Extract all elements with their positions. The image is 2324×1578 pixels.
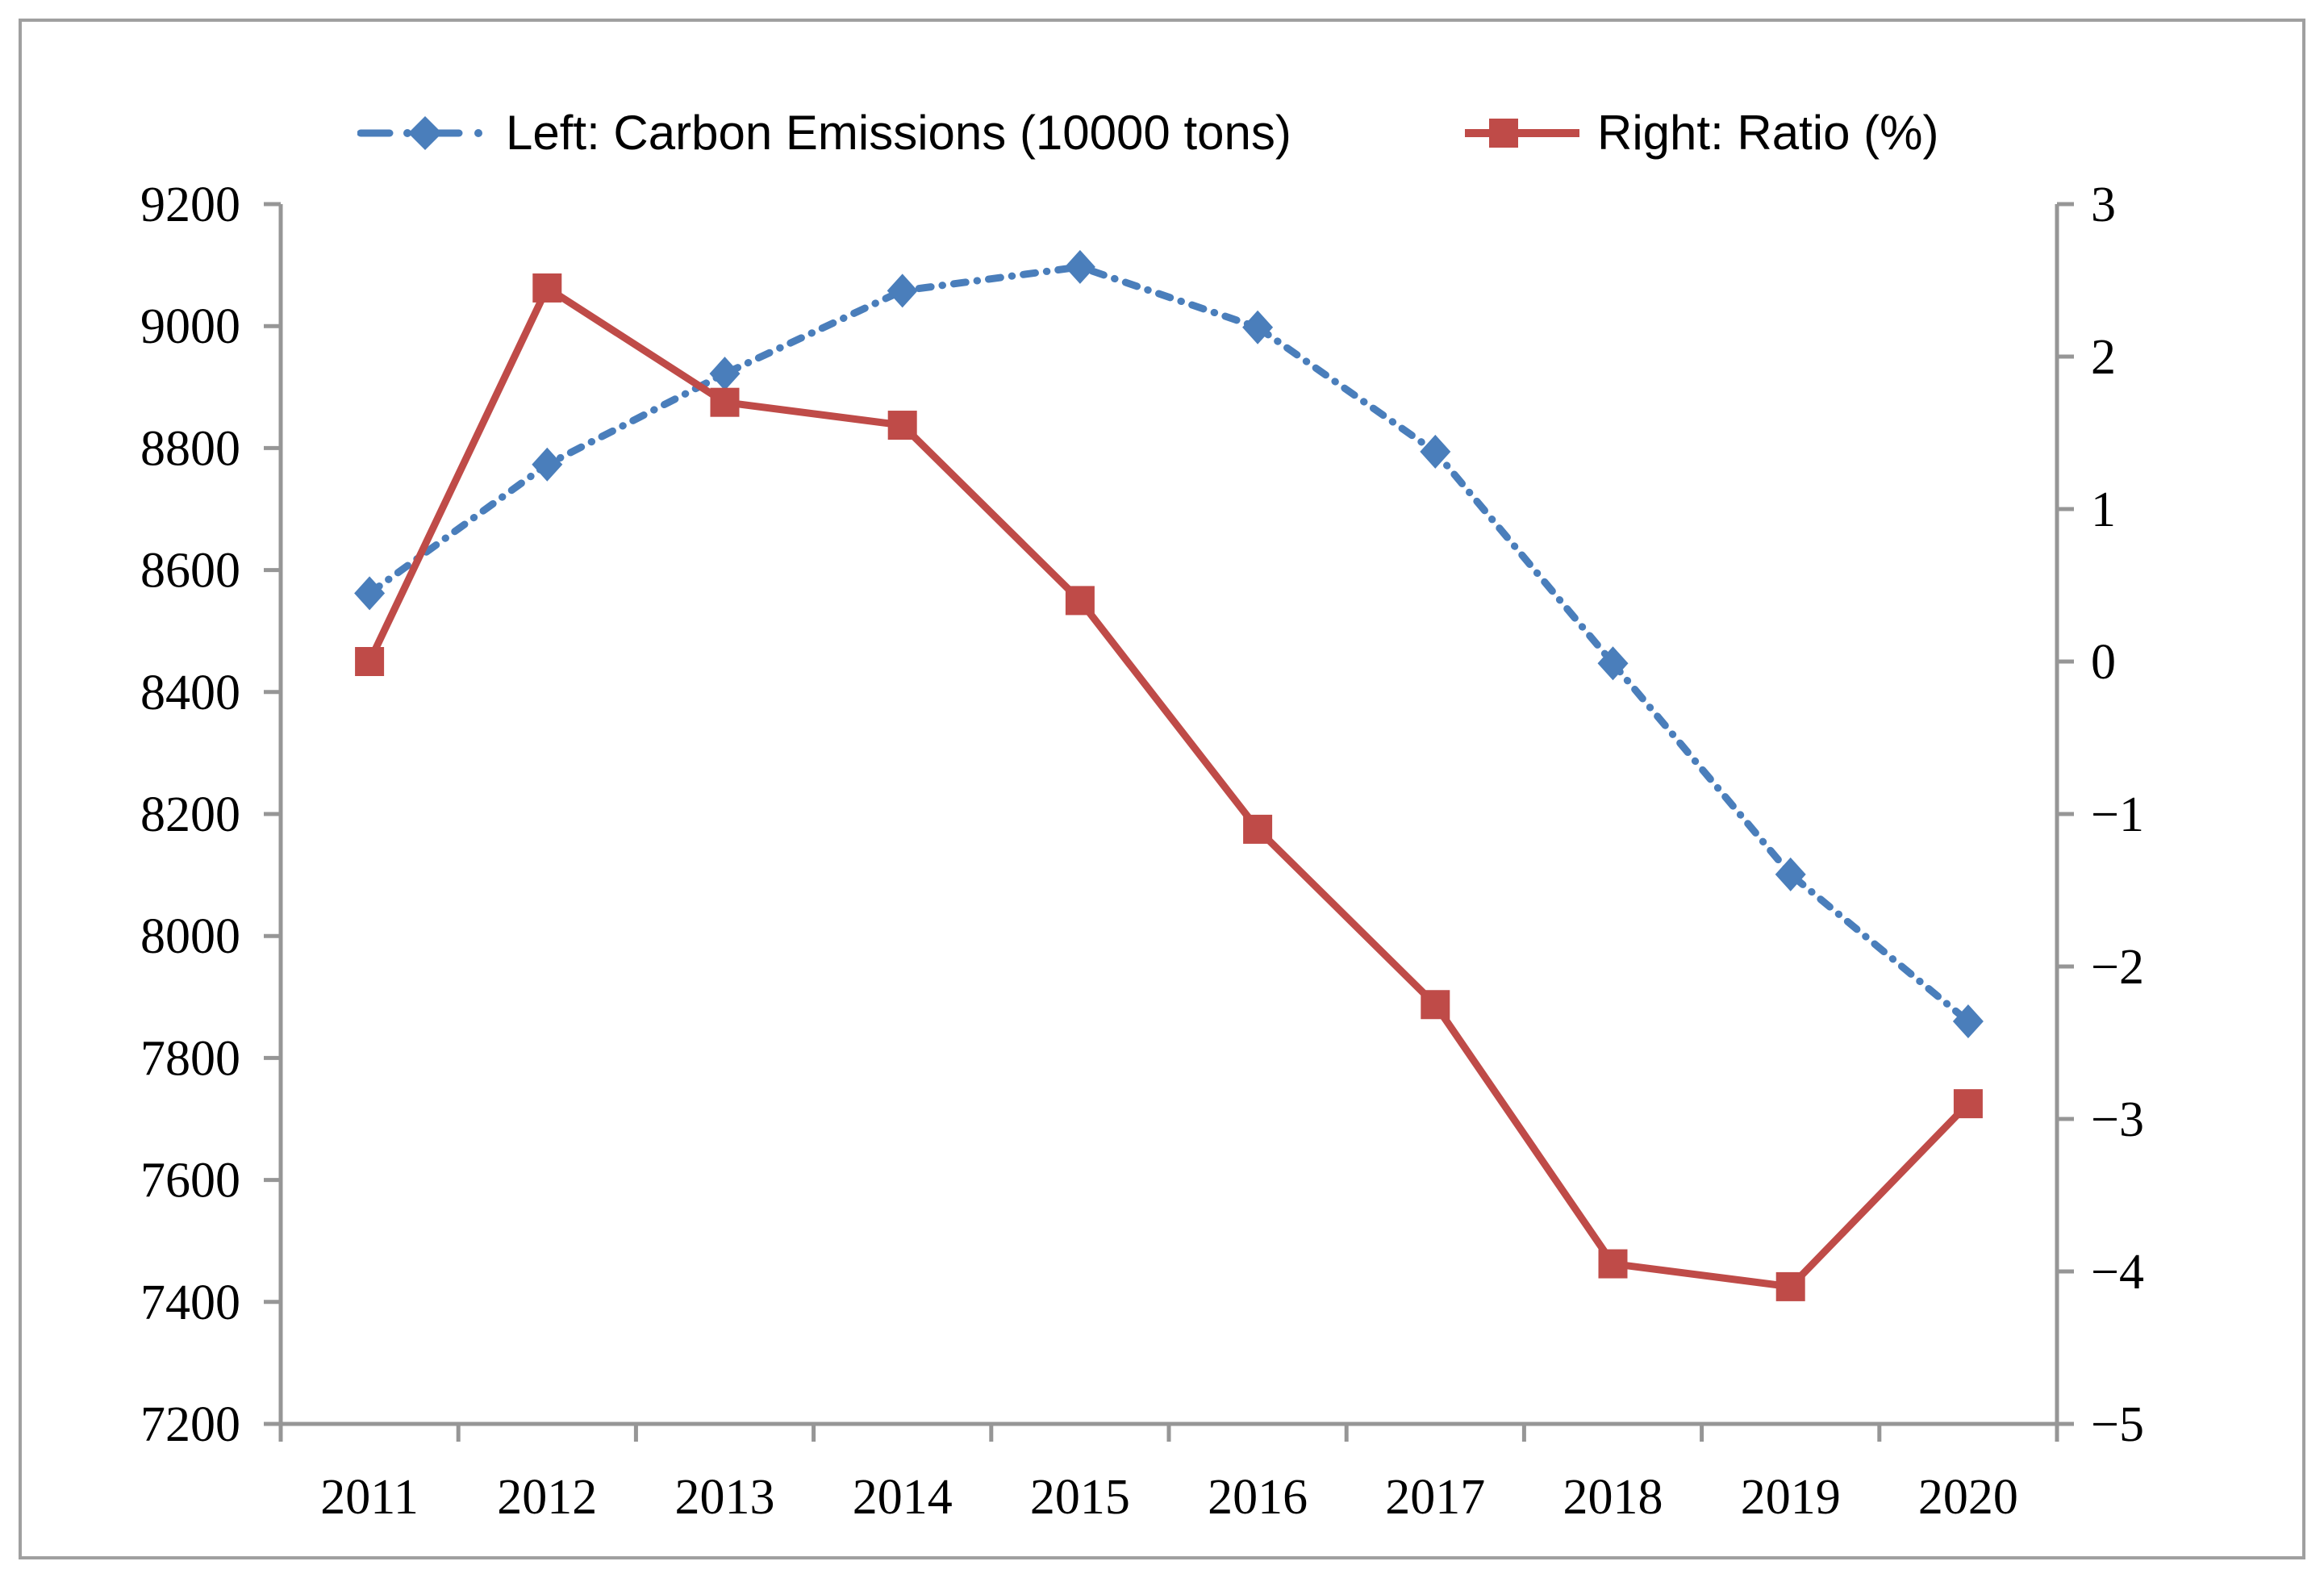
ratio-marker-2016 [1243, 814, 1273, 844]
emissions-legend-swatch-icon [357, 116, 482, 150]
right-axis-tick-label: 3 [2091, 177, 2116, 232]
legend-item-emissions: Left: Carbon Emissions (10000 tons) [357, 109, 1291, 157]
ratio-marker-2020 [1953, 1089, 1983, 1119]
right-axis-tick-label: −1 [2091, 787, 2144, 842]
left-axis-tick-label: 8200 [140, 787, 240, 842]
right-axis-tick-label: 1 [2091, 482, 2116, 537]
legend-item-ratio: Right: Ratio (%) [1465, 109, 1938, 157]
x-axis-tick-label-2017: 2017 [1385, 1470, 1485, 1525]
x-axis-tick-label-2018: 2018 [1563, 1470, 1663, 1525]
left-axis-tick-label: 9200 [140, 177, 240, 232]
right-axis-tick-label: −2 [2091, 940, 2144, 995]
emissions-marker-2020 [1952, 1004, 1984, 1039]
emissions-series-line [365, 263, 1972, 1025]
ratio-series-line [366, 282, 1971, 1291]
right-axis-tick-label: 2 [2091, 330, 2116, 385]
x-axis-tick-label-2015: 2015 [1030, 1470, 1130, 1525]
emissions-marker-2016 [1242, 310, 1274, 344]
x-axis-tick-label-2013: 2013 [675, 1470, 775, 1525]
x-axis-tick-label-2014: 2014 [853, 1470, 953, 1525]
ratio-marker-2019 [1775, 1271, 1805, 1301]
emissions-marker-2011 [354, 576, 386, 611]
emissions-marker-2012 [532, 447, 563, 482]
ratio-marker-2015 [1065, 586, 1095, 616]
right-axis-tick-label: −3 [2091, 1092, 2144, 1147]
ratio-marker-2013 [710, 387, 740, 417]
right-axis-tick-label: −4 [2091, 1245, 2144, 1300]
ratio-marker-2018 [1598, 1249, 1628, 1279]
ratio-marker-2012 [532, 273, 562, 303]
left-axis-tick-label: 8400 [140, 666, 240, 720]
left-axis-tick-label: 7800 [140, 1031, 240, 1086]
right-axis-tick-label: 0 [2091, 635, 2116, 690]
x-axis-tick-label-2012: 2012 [497, 1470, 597, 1525]
left-axis-tick-label: 8600 [140, 544, 240, 599]
left-axis-tick-label: 8000 [140, 909, 240, 964]
emissions-marker-2019 [1775, 857, 1806, 891]
emissions-marker-2015 [1064, 249, 1095, 284]
emissions-marker-2014 [887, 273, 918, 308]
left-axis-tick-label: 9000 [140, 299, 240, 354]
ratio-marker-2017 [1421, 990, 1450, 1020]
ratio-legend-label: Right: Ratio (%) [1597, 106, 1939, 160]
x-axis-tick-label-2011: 2011 [320, 1470, 419, 1525]
x-axis-tick-label-2016: 2016 [1208, 1470, 1308, 1525]
left-axis-tick-label: 8800 [140, 421, 240, 476]
emissions-legend-label: Left: Carbon Emissions (10000 tons) [506, 106, 1291, 160]
left-axis-tick-label: 7200 [140, 1397, 240, 1452]
x-axis-tick-label-2019: 2019 [1741, 1470, 1841, 1525]
left-axis-tick-label: 7400 [140, 1275, 240, 1330]
emissions-marker-2017 [1420, 434, 1451, 469]
ratio-marker-2011 [355, 647, 385, 676]
emissions-marker-2013 [709, 357, 741, 391]
ratio-marker-2014 [887, 411, 917, 440]
x-axis-tick-label-2020: 2020 [1918, 1470, 2018, 1525]
ratio-legend-swatch-icon [1465, 119, 1579, 148]
right-axis-tick-label: −5 [2091, 1397, 2144, 1452]
chart-figure: 9200 9000 8800 8600 8400 8200 8000 7800 7600 7400… [19, 19, 2305, 1559]
emissions-marker-2018 [1597, 646, 1629, 681]
left-axis-tick-label: 7600 [140, 1154, 240, 1209]
